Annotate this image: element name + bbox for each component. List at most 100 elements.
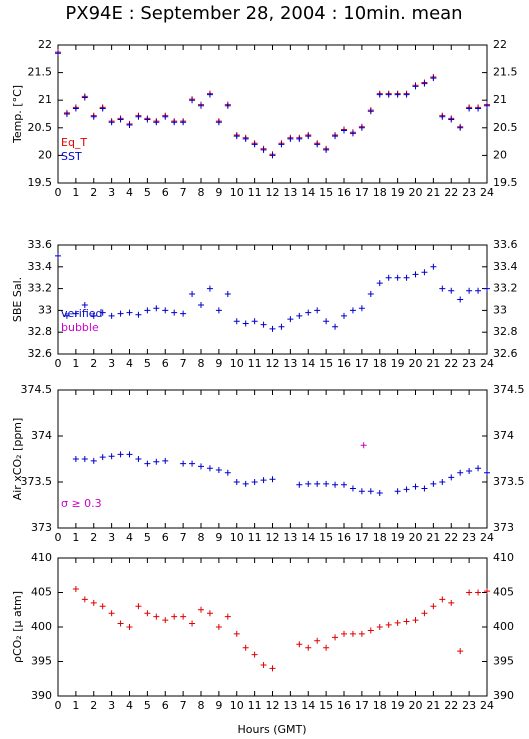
x-tick-label: 18 [373,186,387,199]
data-point [189,97,196,104]
x-tick-label: 21 [426,699,440,712]
data-point [108,453,115,460]
data-point [323,480,330,487]
data-point [224,613,231,620]
data-point [251,141,258,148]
data-point [412,483,419,490]
data-point [242,320,249,327]
x-tick-label: 10 [230,531,244,544]
data-point [180,310,187,317]
data-point [314,480,321,487]
data-point [108,610,115,617]
data-point [260,321,267,328]
data-point [448,287,455,294]
x-tick-label: 22 [444,531,458,544]
x-tick-label: 2 [90,699,97,712]
y-tick-label: 20 [493,148,507,161]
data-point [341,630,347,637]
y-tick-label: 374.5 [493,383,525,396]
x-tick-label: 5 [144,357,151,370]
data-point [403,486,410,493]
data-point [126,309,133,316]
data-point [287,135,294,142]
annotation: σ ≥ 0.3 [61,497,102,510]
y-tick-label: 33.6 [28,238,53,251]
y-tick-label: 21.5 [28,66,53,79]
x-tick-label: 19 [391,699,405,712]
x-tick-label: 12 [266,531,280,544]
x-tick-label: 20 [409,186,423,199]
legend-entry: bubble [61,321,99,334]
data-point [332,634,339,641]
data-point [358,488,365,495]
x-tick-label: 12 [266,357,280,370]
y-tick-label: 405 [493,586,514,599]
x-tick-label: 6 [162,357,169,370]
data-point [430,263,437,270]
x-tick-label: 0 [55,531,62,544]
x-tick-label: 1 [72,531,79,544]
data-point [448,116,455,123]
data-point [475,287,482,294]
data-point [90,457,97,464]
data-point [162,457,169,464]
data-point [466,589,473,596]
data-point [153,613,160,620]
data-point [332,133,339,140]
data-point [305,133,312,140]
x-tick-label: 7 [180,699,187,712]
y-tick-label: 374.5 [21,383,53,396]
data-point [269,665,276,672]
data-point [72,456,79,462]
data-point [269,476,276,483]
data-point [403,618,410,625]
data-point [332,323,339,330]
x-tick-label: 24 [480,186,494,199]
y-tick-label: 33.4 [493,260,518,273]
x-tick-label: 13 [283,531,297,544]
data-point [233,479,240,485]
x-tick-label: 3 [108,531,115,544]
x-tick-label: 17 [355,531,369,544]
data-point [466,105,473,112]
legend-entry: verified [61,307,103,320]
data-point [90,113,97,120]
data-point [72,586,79,593]
data-point [439,596,446,603]
x-tick-label: 13 [283,357,297,370]
y-tick-label: 395 [31,655,52,668]
data-point [90,599,97,606]
plot-frame [57,44,488,184]
data-point [224,291,231,298]
data-point [251,479,258,485]
x-tick-label: 2 [90,186,97,199]
x-tick-label: 17 [355,357,369,370]
x-tick-label: 7 [180,186,187,199]
data-point [403,91,410,98]
y-tick-label: 410 [493,551,514,564]
data-point [108,119,115,126]
data-point [99,603,106,610]
data-point [117,451,124,458]
data-point [349,485,356,492]
x-tick-label: 14 [301,699,315,712]
data-point [81,94,88,101]
x-tick-label: 3 [108,699,115,712]
data-point [99,105,106,112]
y-tick-label: 374 [31,429,52,442]
x-tick-label: 15 [319,531,333,544]
data-point [117,620,124,627]
y-tick-label: 22 [493,38,507,51]
data-point [296,312,303,319]
data-point [412,271,419,278]
data-point [332,481,339,488]
data-point [99,454,106,461]
x-tick-label: 14 [301,531,315,544]
data-point [457,124,464,131]
data-point [171,613,178,620]
data-point [180,613,187,620]
data-point [296,481,303,488]
y-tick-label: 20 [38,148,52,161]
data-point [376,280,383,287]
